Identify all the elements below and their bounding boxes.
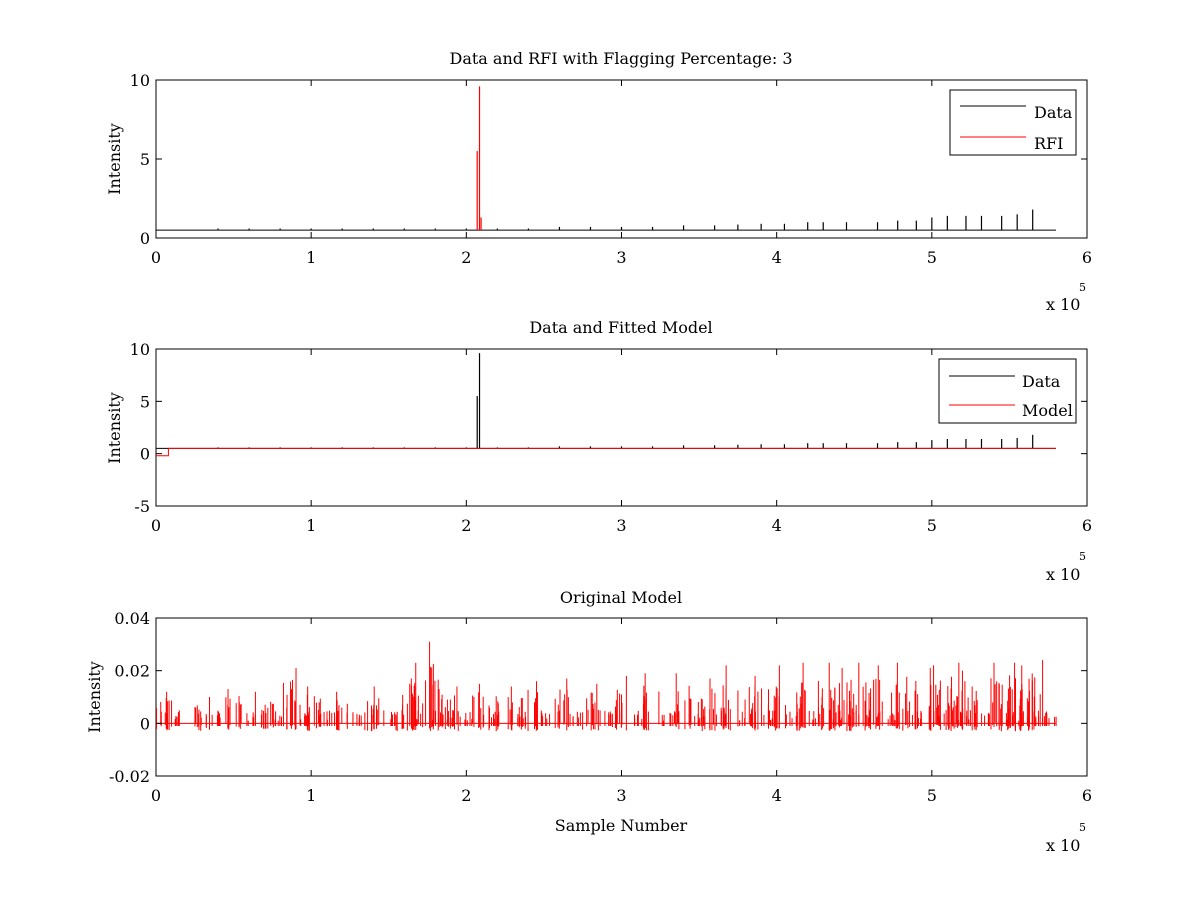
y-axis-label: Intensity — [85, 661, 104, 733]
subplot-title: Data and Fitted Model — [529, 318, 712, 337]
y-tick-label: 0 — [140, 229, 150, 248]
x-tick-label: 5 — [927, 786, 937, 805]
x-tick-label: 0 — [151, 786, 161, 805]
x-multiplier-exponent: 5 — [1079, 281, 1086, 294]
plot-marks — [156, 86, 1056, 231]
y-tick-label: -0.02 — [109, 767, 150, 786]
x-tick-label: 4 — [772, 786, 782, 805]
legend-box — [949, 89, 1077, 156]
x-tick-label: 2 — [461, 516, 471, 535]
y-tick-label: -5 — [134, 497, 150, 516]
plot-area — [155, 79, 1088, 239]
x-multiplier-exponent: 5 — [1079, 550, 1086, 563]
x-tick-label: 1 — [306, 516, 316, 535]
legend-label-data: Data — [1034, 103, 1073, 122]
x-tick-label: 2 — [461, 786, 471, 805]
y-tick-label: 10 — [130, 340, 150, 359]
x-tick-label: 4 — [772, 248, 782, 267]
x-axis-label: Sample Number — [555, 816, 688, 835]
series-line-model — [156, 447, 1056, 457]
x-tick-label: 3 — [616, 786, 626, 805]
plot-marks — [156, 641, 1057, 732]
x-tick-label: 3 — [616, 516, 626, 535]
y-tick-label: 0 — [140, 714, 150, 733]
y-tick-label: 0 — [140, 445, 150, 464]
y-tick-label: 10 — [130, 71, 150, 90]
legend-label-model: Model — [1022, 401, 1073, 420]
y-tick-label: 5 — [140, 392, 150, 411]
x-multiplier: x 10 — [1046, 565, 1080, 584]
x-tick-label: 2 — [461, 248, 471, 267]
subplot-data-rfi: Data and RFI with Flagging Percentage: 3… — [105, 49, 1092, 314]
legend: Data Model — [938, 358, 1077, 424]
x-tick-label: 6 — [1082, 786, 1092, 805]
legend-label-data: Data — [1022, 372, 1061, 391]
x-multiplier-exponent: 5 — [1079, 821, 1086, 834]
y-axis-label: Intensity — [105, 392, 124, 464]
x-tick-label: 1 — [306, 248, 316, 267]
x-tick-label: 4 — [772, 516, 782, 535]
y-axis-label: Intensity — [105, 123, 124, 195]
subplot-title: Original Model — [560, 588, 682, 607]
x-multiplier: x 10 — [1046, 836, 1080, 855]
x-tick-label: 3 — [616, 248, 626, 267]
x-tick-label: 0 — [151, 516, 161, 535]
x-tick-label: 1 — [306, 786, 316, 805]
legend: Data RFI — [949, 89, 1077, 156]
y-tick-label: 0.02 — [114, 662, 150, 681]
legend-box — [938, 358, 1077, 424]
x-tick-label: 5 — [927, 516, 937, 535]
x-tick-label: 5 — [927, 248, 937, 267]
legend-label-rfi: RFI — [1034, 134, 1063, 153]
x-tick-label: 6 — [1082, 516, 1092, 535]
y-tick-label: 0.04 — [114, 609, 150, 628]
plot-marks — [156, 353, 1056, 457]
x-tick-label: 0 — [151, 248, 161, 267]
axis-ticks: 0 1 2 3 4 5 6 0 5 10 — [130, 71, 1092, 267]
y-tick-label: 5 — [140, 150, 150, 169]
x-multiplier: x 10 — [1046, 295, 1080, 314]
subplot-title: Data and RFI with Flagging Percentage: 3 — [449, 49, 792, 68]
x-tick-label: 6 — [1082, 248, 1092, 267]
plot-area — [155, 348, 1088, 507]
